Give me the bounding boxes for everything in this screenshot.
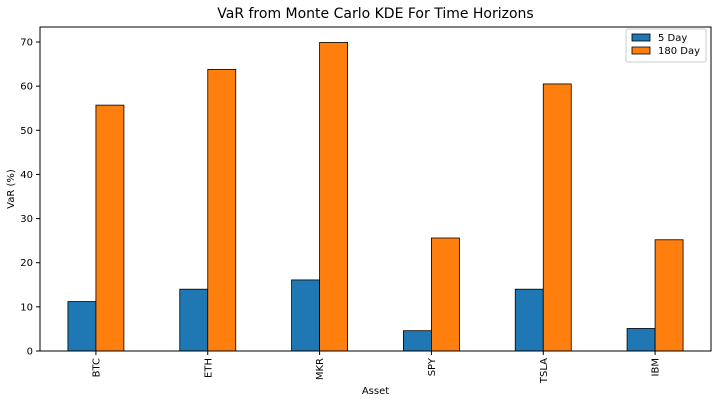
chart-title: VaR from Monte Carlo KDE For Time Horizo… xyxy=(217,6,533,22)
y-tick-label: 30 xyxy=(20,214,33,225)
x-axis-title: Asset xyxy=(362,386,389,397)
x-tick-label-mkr: MKR xyxy=(315,358,326,380)
x-tick-label-tsla: TSLA xyxy=(539,358,550,384)
bar-5-day-btc xyxy=(67,301,97,352)
bar-5-day-ibm xyxy=(626,328,656,352)
legend-label-180-day: 180 Day xyxy=(658,46,700,57)
bars-group xyxy=(67,42,684,352)
y-tick-label: 10 xyxy=(20,302,33,313)
y-tick-label: 70 xyxy=(20,38,33,49)
y-tick-label: 50 xyxy=(20,126,33,137)
legend: 5 Day 180 Day xyxy=(625,28,707,63)
plot-frame xyxy=(39,26,712,352)
bar-180-day-eth xyxy=(207,68,237,352)
bar-180-day-mkr xyxy=(319,42,348,352)
bar-180-day-spy xyxy=(431,237,460,352)
bar-5-day-mkr xyxy=(291,279,320,352)
x-tick-label-eth: ETH xyxy=(203,358,214,378)
x-axis: BTC ETH MKR SPY TSLA IBM xyxy=(91,351,662,384)
y-tick-label: 20 xyxy=(20,258,33,269)
x-tick-label-spy: SPY xyxy=(427,357,438,376)
y-tick-label: 60 xyxy=(20,82,33,93)
y-axis: 0 10 20 30 40 50 60 70 xyxy=(20,38,40,358)
y-axis-title: VaR (%) xyxy=(6,169,17,209)
y-tick-label: 40 xyxy=(20,170,33,181)
x-tick-label-btc: BTC xyxy=(91,358,102,377)
legend-swatch-5-day xyxy=(631,33,651,42)
legend-label-5-day: 5 Day xyxy=(658,33,687,44)
bar-180-day-btc xyxy=(95,104,125,352)
bar-180-day-tsla xyxy=(542,83,572,352)
bar-180-day-ibm xyxy=(654,239,684,352)
y-tick-label: 0 xyxy=(27,347,33,358)
bar-5-day-eth xyxy=(179,288,209,352)
x-tick-label-ibm: IBM xyxy=(651,358,662,376)
legend-swatch-180-day xyxy=(631,46,651,55)
bar-5-day-spy xyxy=(403,330,432,352)
bar-5-day-tsla xyxy=(514,288,544,352)
